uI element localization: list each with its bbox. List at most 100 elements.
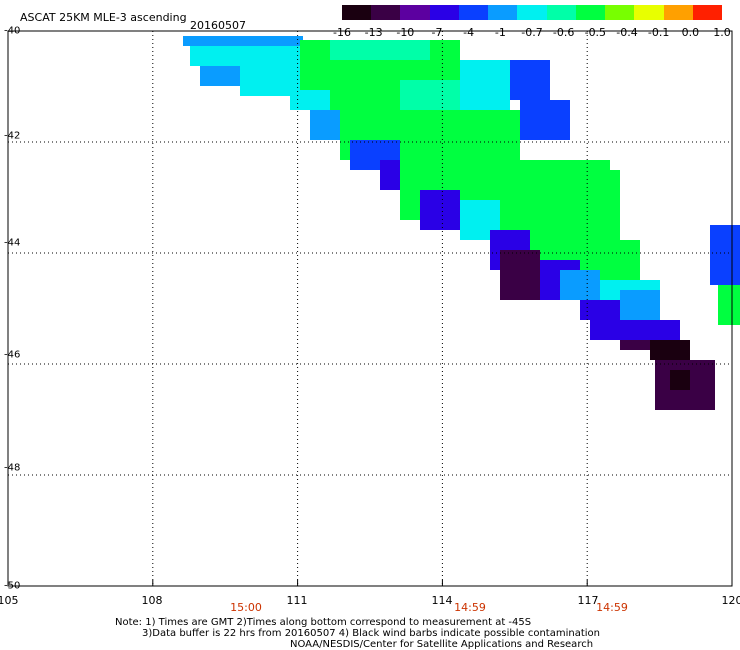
swath-cell bbox=[530, 120, 540, 130]
swath-cell bbox=[610, 310, 620, 320]
swath-cell bbox=[580, 260, 590, 270]
colorbar-label: -0.4 bbox=[616, 26, 638, 39]
colorbar-label: -0.1 bbox=[647, 26, 670, 39]
swath-cell bbox=[330, 120, 340, 130]
swath-cell bbox=[530, 270, 540, 280]
swath-cell bbox=[510, 170, 520, 180]
swath-cell bbox=[360, 40, 370, 50]
swath-cell bbox=[620, 270, 630, 280]
swath-cell bbox=[400, 90, 410, 100]
swath-cell bbox=[705, 390, 715, 400]
swath-cell bbox=[540, 280, 550, 290]
swath-cell bbox=[510, 120, 520, 130]
swath-cell bbox=[610, 240, 620, 250]
swath-cell bbox=[650, 320, 660, 330]
colorbar-label: -0.5 bbox=[584, 26, 607, 39]
swath-cell bbox=[450, 50, 460, 60]
swath-cell bbox=[290, 76, 300, 86]
swath-cell bbox=[350, 140, 360, 150]
swath-cell bbox=[580, 280, 590, 290]
swath-cell bbox=[650, 350, 660, 360]
swath-cell bbox=[420, 110, 430, 120]
swath-cell bbox=[728, 295, 738, 305]
colorbar-segment bbox=[342, 5, 372, 20]
swath-cell bbox=[610, 270, 620, 280]
swath-cell bbox=[720, 235, 730, 245]
swath-cell bbox=[480, 170, 490, 180]
swath-cell bbox=[460, 170, 470, 180]
swath-cell bbox=[710, 265, 720, 275]
swath-cell bbox=[390, 180, 400, 190]
swath-cell bbox=[670, 320, 680, 330]
swath-cell bbox=[400, 130, 410, 140]
swath-cell bbox=[253, 36, 263, 46]
colorbar-segment bbox=[371, 5, 401, 20]
swath-cell bbox=[450, 60, 460, 70]
swath-cell bbox=[340, 60, 350, 70]
swath-cell bbox=[670, 330, 680, 340]
swath-cell bbox=[718, 305, 728, 315]
swath-cell bbox=[510, 130, 520, 140]
swath-cell bbox=[390, 140, 400, 150]
swath-cell bbox=[530, 280, 540, 290]
swath-cell bbox=[610, 260, 620, 270]
swath-cell bbox=[380, 130, 390, 140]
swath-cell bbox=[590, 280, 600, 290]
swath-cell bbox=[718, 295, 728, 305]
swath-cell bbox=[460, 160, 470, 170]
swath-cell bbox=[340, 40, 350, 50]
swath-cell bbox=[210, 76, 220, 86]
swath-cell bbox=[470, 120, 480, 130]
swath-cell bbox=[480, 140, 490, 150]
swath-cell bbox=[500, 140, 510, 150]
swath-cell bbox=[460, 230, 470, 240]
swath-cell bbox=[610, 330, 620, 340]
swath-cell bbox=[460, 120, 470, 130]
swath-cell bbox=[600, 230, 610, 240]
swath-cell bbox=[590, 250, 600, 260]
swath-cell bbox=[520, 250, 530, 260]
swath-cell bbox=[600, 330, 610, 340]
swath-cell bbox=[580, 210, 590, 220]
swath-cell bbox=[510, 210, 520, 220]
swath-cell bbox=[530, 290, 540, 300]
swath-cell bbox=[460, 80, 470, 90]
swath-cell bbox=[480, 70, 490, 80]
swath-cell bbox=[500, 100, 510, 110]
swath-cell bbox=[390, 160, 400, 170]
swath-cell bbox=[450, 70, 460, 80]
swath-cell bbox=[620, 330, 630, 340]
swath-cell bbox=[675, 390, 685, 400]
swath-cell bbox=[380, 120, 390, 130]
swath-cell bbox=[380, 90, 390, 100]
swath-cell bbox=[410, 60, 420, 70]
swath-cell bbox=[500, 70, 510, 80]
swath-cell bbox=[510, 60, 520, 70]
swath-cell bbox=[430, 180, 440, 190]
swath-cell bbox=[370, 80, 380, 90]
swath-cell bbox=[530, 260, 540, 270]
swath-cell bbox=[360, 130, 370, 140]
swath-cell bbox=[400, 40, 410, 50]
swath-cell bbox=[520, 80, 530, 90]
swath-cell bbox=[440, 70, 450, 80]
swath-cell bbox=[580, 300, 590, 310]
swath-cell bbox=[410, 90, 420, 100]
swath-cell bbox=[570, 270, 580, 280]
swath-cell bbox=[390, 90, 400, 100]
swath-cell bbox=[590, 290, 600, 300]
swath-cell bbox=[560, 190, 570, 200]
swath-cell bbox=[420, 200, 430, 210]
swath-cell bbox=[728, 315, 738, 325]
swath-cell bbox=[300, 90, 310, 100]
swath-cell bbox=[650, 340, 660, 350]
swath-cell bbox=[490, 220, 500, 230]
swath-cell bbox=[310, 70, 320, 80]
swath-cell bbox=[580, 290, 590, 300]
swath-cell bbox=[600, 290, 610, 300]
swath-cell bbox=[620, 250, 630, 260]
swath-cell bbox=[183, 36, 193, 46]
swath-cell bbox=[695, 400, 705, 410]
swath-cell bbox=[610, 180, 620, 190]
swath-cell bbox=[340, 90, 350, 100]
